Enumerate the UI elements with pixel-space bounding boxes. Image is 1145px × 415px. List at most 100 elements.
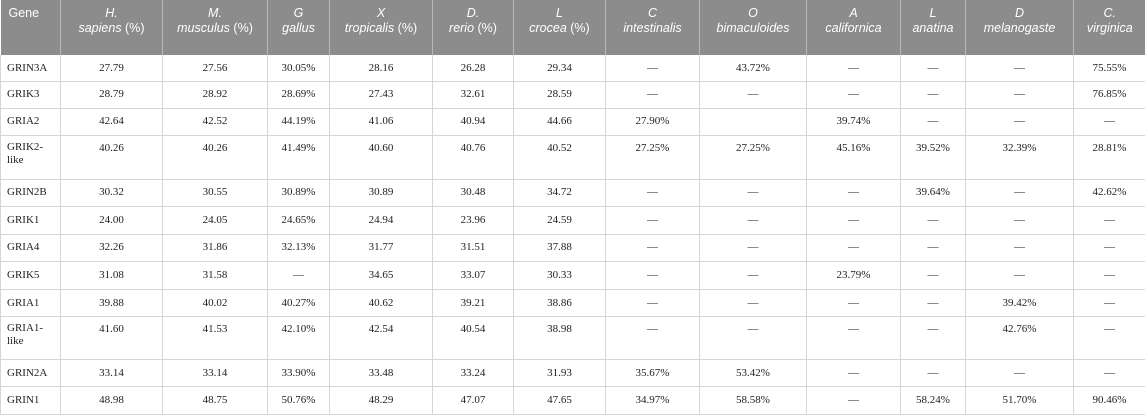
identity-value-cell: 28.92 <box>162 81 268 109</box>
identity-value-cell: 23.96 <box>432 206 514 235</box>
header-genus: C <box>647 6 658 20</box>
identity-value-cell: 33.90% <box>267 359 330 388</box>
gene-name-cell: GRIA1-like <box>0 316 61 360</box>
species-column-header: H. sapiens (%) <box>60 0 163 55</box>
identity-value-cell: 42.62% <box>1073 179 1145 208</box>
identity-value-cell: — <box>806 234 901 263</box>
table-row: GRIN3A 27.79 27.56 30.05% 28.16 26.28 29.34—43… <box>0 55 1145 82</box>
identity-value-cell: — <box>806 179 901 208</box>
identity-value-cell: 28.16 <box>329 55 433 82</box>
identity-value-cell: 42.64 <box>60 108 163 137</box>
identity-value-cell: 34.65 <box>329 261 433 290</box>
identity-value-cell: 29.34 <box>513 55 606 82</box>
identity-value-cell: 40.94 <box>432 108 514 137</box>
identity-value-cell: — <box>806 316 901 360</box>
table-row: GRIK3 28.79 28.92 28.69% 27.43 32.61 28.59— — — —… <box>0 81 1145 109</box>
table-row: GRIA1 39.88 40.02 40.27% 40.62 39.21 38.86— — — —… <box>0 289 1145 318</box>
identity-value-cell: 75.55% <box>1073 55 1145 82</box>
header-species: tropicalis <box>344 21 395 35</box>
header-genus: G <box>293 6 304 20</box>
gene-name-cell: GRIA1 <box>0 289 61 318</box>
table-row: GRIN2B 30.32 30.55 30.89% 30.89 30.48 34.72— — —… <box>0 179 1145 208</box>
identity-value-cell: — <box>965 108 1074 137</box>
identity-value-cell: 31.58 <box>162 261 268 290</box>
table-row: GRIK2-like 40.26 40.26 41.49% 40.60 40.76 40.5… <box>0 135 1145 180</box>
identity-value-cell <box>699 108 807 137</box>
identity-value-cell: 44.19% <box>267 108 330 137</box>
header-unit: (%) <box>121 21 145 35</box>
identity-value-cell: 40.62 <box>329 289 433 318</box>
identity-value-cell: — <box>605 234 700 263</box>
identity-value-cell: 41.60 <box>60 316 163 360</box>
identity-value-cell: 39.21 <box>432 289 514 318</box>
identity-value-cell: 31.51 <box>432 234 514 263</box>
identity-value-cell: — <box>806 55 901 82</box>
header-unit: (%) <box>566 21 590 35</box>
identity-value-cell: 31.86 <box>162 234 268 263</box>
header-genus: A <box>849 6 858 20</box>
identity-value-cell: — <box>965 359 1074 388</box>
identity-value-cell: 76.85% <box>1073 81 1145 109</box>
identity-value-cell: 33.48 <box>329 359 433 388</box>
identity-value-cell: — <box>699 289 807 318</box>
identity-value-cell: 32.61 <box>432 81 514 109</box>
identity-value-cell: 47.07 <box>432 386 514 415</box>
identity-value-cell: 47.65 <box>513 386 606 415</box>
identity-value-cell: 30.05% <box>267 55 330 82</box>
identity-value-cell: 27.43 <box>329 81 433 109</box>
identity-value-cell: — <box>965 206 1074 235</box>
identity-value-cell: 40.26 <box>162 135 268 180</box>
identity-value-cell: — <box>699 316 807 360</box>
gene-name-cell: GRIK1 <box>0 206 61 235</box>
identity-value-cell: — <box>1073 234 1145 263</box>
identity-value-cell: 39.64% <box>900 179 966 208</box>
identity-value-cell: — <box>1073 261 1145 290</box>
identity-value-cell: 27.79 <box>60 55 163 82</box>
identity-value-cell: 42.54 <box>329 316 433 360</box>
identity-value-cell: — <box>605 55 700 82</box>
identity-value-cell: — <box>900 261 966 290</box>
identity-value-cell: 27.25% <box>605 135 700 180</box>
identity-value-cell: — <box>900 234 966 263</box>
identity-value-cell: 41.53 <box>162 316 268 360</box>
identity-value-cell: 41.49% <box>267 135 330 180</box>
identity-value-cell: 40.52 <box>513 135 606 180</box>
identity-value-cell: — <box>965 234 1074 263</box>
identity-value-cell: — <box>605 289 700 318</box>
identity-value-cell: 45.16% <box>806 135 901 180</box>
gene-name-cell: GRIK2-like <box>0 135 61 180</box>
identity-value-cell: 31.08 <box>60 261 163 290</box>
identity-value-cell: 31.77 <box>329 234 433 263</box>
identity-value-cell: — <box>900 81 966 109</box>
identity-value-cell: — <box>699 179 807 208</box>
header-species: melanogaste <box>983 21 1056 35</box>
gene-name-cell: GRIA2 <box>0 108 61 137</box>
identity-value-cell: 53.42% <box>699 359 807 388</box>
identity-value-cell: 34.97% <box>605 386 700 415</box>
identity-value-cell: 27.56 <box>162 55 268 82</box>
header-species: intestinalis <box>623 21 682 35</box>
table-row: GRIK5 31.08 31.58—34.65 33.07 30.33— —23.79% —… <box>0 261 1145 290</box>
gene-name-cell: GRIN2A <box>0 359 61 388</box>
header-species: californica <box>825 21 882 35</box>
gene-name-cell: GRIN1 <box>0 386 61 415</box>
identity-value-cell: — <box>699 81 807 109</box>
identity-value-cell: 39.88 <box>60 289 163 318</box>
identity-value-cell: 33.14 <box>162 359 268 388</box>
identity-value-cell: 31.93 <box>513 359 606 388</box>
identity-value-cell: 39.52% <box>900 135 966 180</box>
identity-value-cell: 35.67% <box>605 359 700 388</box>
identity-value-cell: — <box>965 81 1074 109</box>
table-row: GRIA1-like 41.60 41.53 42.10% 42.54 40.54 38.9… <box>0 316 1145 360</box>
header-genus: C. <box>1103 6 1117 20</box>
identity-value-cell: — <box>605 261 700 290</box>
identity-value-cell: 42.52 <box>162 108 268 137</box>
identity-value-cell: 24.59 <box>513 206 606 235</box>
identity-value-cell: 39.42% <box>965 289 1074 318</box>
identity-value-cell: — <box>1073 206 1145 235</box>
gene-name-cell: GRIA4 <box>0 234 61 263</box>
